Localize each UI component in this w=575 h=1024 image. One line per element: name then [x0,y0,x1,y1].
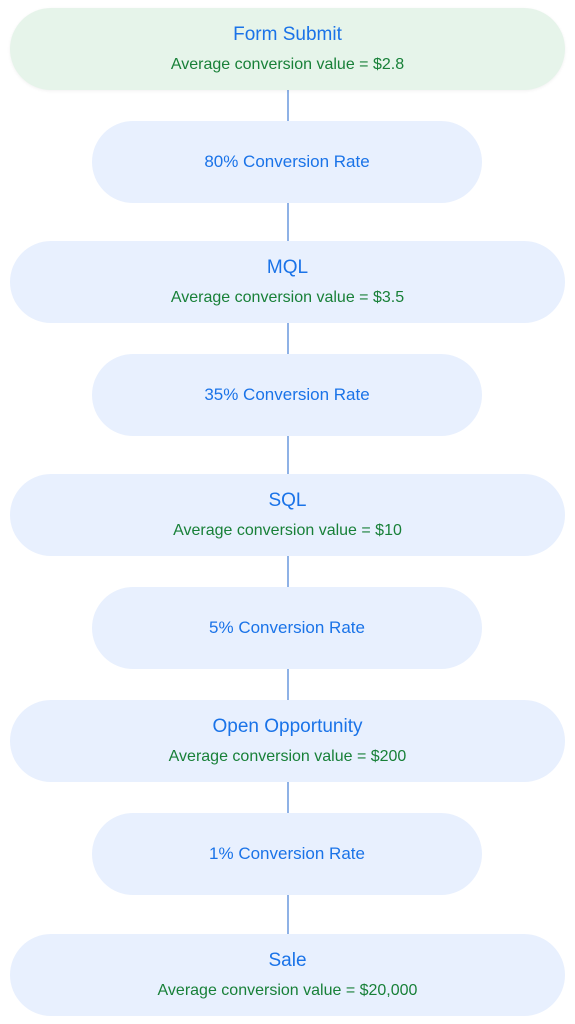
stage-title: SQL [268,490,307,511]
connector-line [287,323,289,355]
stage-title: Sale [268,950,307,971]
stage-value: Average conversion value = $10 [173,522,402,539]
conversion-rate-node: 5% Conversion Rate [92,587,482,669]
stage-value: Average conversion value = $3.5 [170,289,405,306]
stage-sale: Sale Average conversion value = $20,000 [10,934,565,1016]
stage-value: Average conversion value = $2.8 [170,56,405,73]
connector-line [287,895,289,935]
stage-title: Open Opportunity [212,716,363,737]
conversion-rate-node: 80% Conversion Rate [92,121,482,203]
stage-form-submit: Form Submit Average conversion value = $… [10,8,565,90]
stage-value: Average conversion value = $20,000 [157,982,418,999]
conversion-rate-label: 5% Conversion Rate [209,618,365,637]
conversion-rate-label: 35% Conversion Rate [204,385,370,404]
stage-mql: MQL Average conversion value = $3.5 [10,241,565,323]
conversion-rate-label: 1% Conversion Rate [209,844,365,863]
connector-line [287,782,289,814]
connector-line [287,669,289,701]
stage-value: Average conversion value = $200 [168,748,407,765]
stage-title: Form Submit [233,24,342,45]
connector-line [287,436,289,474]
connector-line [287,203,289,241]
conversion-rate-node: 35% Conversion Rate [92,354,482,436]
connector-line [287,556,289,588]
conversion-rate-node: 1% Conversion Rate [92,813,482,895]
connector-line [287,90,289,122]
stage-sql: SQL Average conversion value = $10 [10,474,565,556]
stage-title: MQL [266,257,309,278]
stage-open-opportunity: Open Opportunity Average conversion valu… [10,700,565,782]
conversion-rate-label: 80% Conversion Rate [204,152,370,171]
